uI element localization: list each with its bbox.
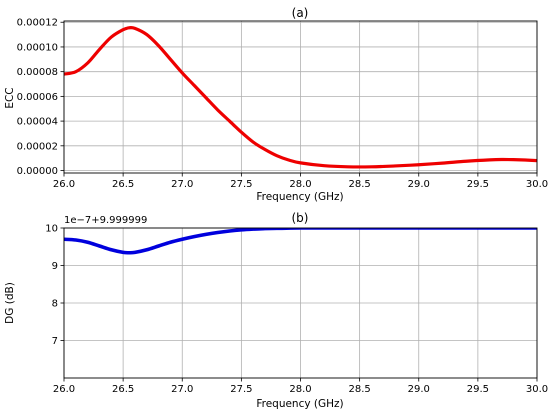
ticks-b: 26.0 26.5 27.0 27.5 28.0 28.5 29.0 29.5 30.0 7 8 9 1… (45, 224, 548, 396)
x-tick-label-a: 27.0 (171, 179, 193, 190)
ticks-a: 26.0 26.5 27.0 27.5 28.0 28.5 29.0 29.5 30.0 0.00… (17, 18, 548, 190)
x-tick-label-a: 29.5 (467, 179, 489, 190)
y-tick-label-a: 0.00010 (17, 42, 58, 53)
x-axis-label-b: Frequency (GHz) (256, 398, 343, 410)
x-tick-label-a: 26.5 (112, 179, 134, 190)
y-tick-label-a: 0.00004 (17, 117, 58, 128)
y-tick-label-a: 0.00012 (17, 18, 58, 29)
axes-frame-b (63, 227, 538, 379)
x-tick-label-b: 29.0 (408, 384, 430, 395)
x-tick-label-b: 29.5 (467, 384, 489, 395)
x-tick-label-b: 28.0 (289, 384, 311, 395)
x-tick-label-b: 30.0 (526, 384, 548, 395)
grid-b (63, 227, 538, 378)
x-tick-label-a: 28.0 (289, 179, 311, 190)
x-tick-label-b: 27.0 (171, 384, 193, 395)
x-tick-label-a: 26.0 (53, 179, 75, 190)
series-line-a (64, 26, 537, 169)
x-tick-label-a: 27.5 (230, 179, 252, 190)
x-tick-label-a: 30.0 (526, 179, 548, 190)
y-tick-label-b: 7 (52, 336, 58, 347)
x-tick-label-b: 26.0 (53, 384, 75, 395)
y-tick-label-a: 0.00000 (17, 166, 58, 177)
x-tick-label-b: 28.5 (348, 384, 370, 395)
chart-title-b: (b) (292, 211, 309, 225)
y-tick-label-b: 10 (45, 224, 58, 235)
panel-b: 26.0 26.5 27.0 27.5 28.0 28.5 29.0 29.5 30.0 7 8 9 1… (4, 211, 548, 410)
x-tick-label-b: 26.5 (112, 384, 134, 395)
y-tick-label-a: 0.00002 (17, 141, 58, 152)
series-b (64, 228, 537, 255)
axes-frame-a (63, 20, 538, 174)
y-tick-label-a: 0.00008 (17, 67, 58, 78)
y-tick-label-a: 0.00006 (17, 92, 58, 103)
y-offset-text-b: 1e−7+9.999999 (64, 215, 147, 226)
x-tick-label-a: 29.0 (408, 179, 430, 190)
y-axis-label-b: DG (dB) (4, 282, 16, 324)
series-line-b (64, 228, 537, 255)
y-axis-label-a: ECC (4, 87, 16, 108)
x-axis-label-a: Frequency (GHz) (256, 191, 343, 203)
y-tick-label-b: 8 (52, 299, 58, 310)
chart-title-a: (a) (292, 6, 309, 20)
x-tick-label-a: 28.5 (348, 179, 370, 190)
x-tick-label-b: 27.5 (230, 384, 252, 395)
y-tick-label-b: 9 (52, 261, 58, 272)
panel-a: 26.0 26.5 27.0 27.5 28.0 28.5 29.0 29.5 30.0 0.00… (4, 6, 548, 203)
grid-a (63, 21, 538, 173)
series-a (64, 26, 537, 169)
